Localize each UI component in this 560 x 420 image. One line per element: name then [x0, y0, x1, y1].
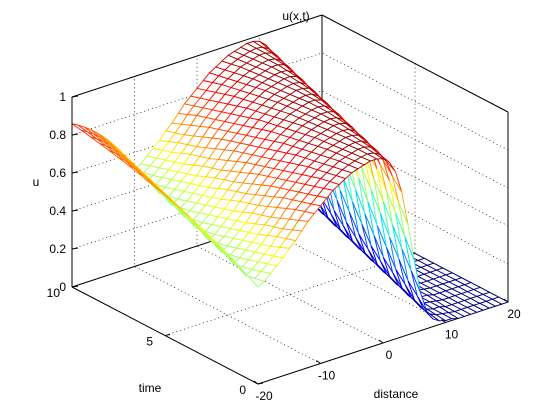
axis-box-edge [321, 14, 509, 113]
tick-label: 10 [47, 286, 61, 300]
x-tick [441, 319, 446, 323]
tick-label: 5 [146, 335, 153, 349]
y-tick [164, 334, 171, 336]
tick-label: -10 [318, 369, 336, 383]
tick-label: 0 [239, 383, 246, 397]
y-tick [257, 382, 264, 385]
x-axis-label: distance [374, 387, 419, 401]
tick-label: 0.8 [49, 128, 66, 142]
mesh-cell [491, 296, 510, 305]
chart-title: u(x,t) [282, 9, 309, 23]
y-tick [71, 285, 78, 288]
tick-label: 1 [59, 90, 66, 104]
z-axis-label: u [33, 175, 40, 189]
tick-label: 0.4 [49, 204, 66, 218]
y-axis-label: time [139, 381, 162, 395]
z-tick [71, 95, 79, 98]
x-grid-line [134, 76, 321, 364]
tick-label: 0.6 [49, 166, 66, 180]
tick-label: 10 [445, 328, 459, 342]
z-tick [71, 247, 79, 250]
axis-box-edge [71, 14, 323, 98]
tick-label: -20 [255, 389, 273, 403]
tick-marks [71, 95, 509, 385]
z-tick [71, 133, 79, 136]
tick-label: 0 [59, 280, 66, 294]
tick-label: 0.2 [49, 242, 66, 256]
x-tick [253, 380, 259, 385]
tick-label: 0 [386, 348, 393, 362]
tick-label: 20 [507, 307, 521, 321]
z-tick [71, 171, 79, 174]
x-tick [503, 298, 509, 303]
surface-mesh [71, 40, 510, 322]
z-tick [71, 209, 79, 212]
x-tick [378, 339, 384, 344]
x-tick [316, 360, 321, 364]
x-grid-line [321, 15, 509, 303]
